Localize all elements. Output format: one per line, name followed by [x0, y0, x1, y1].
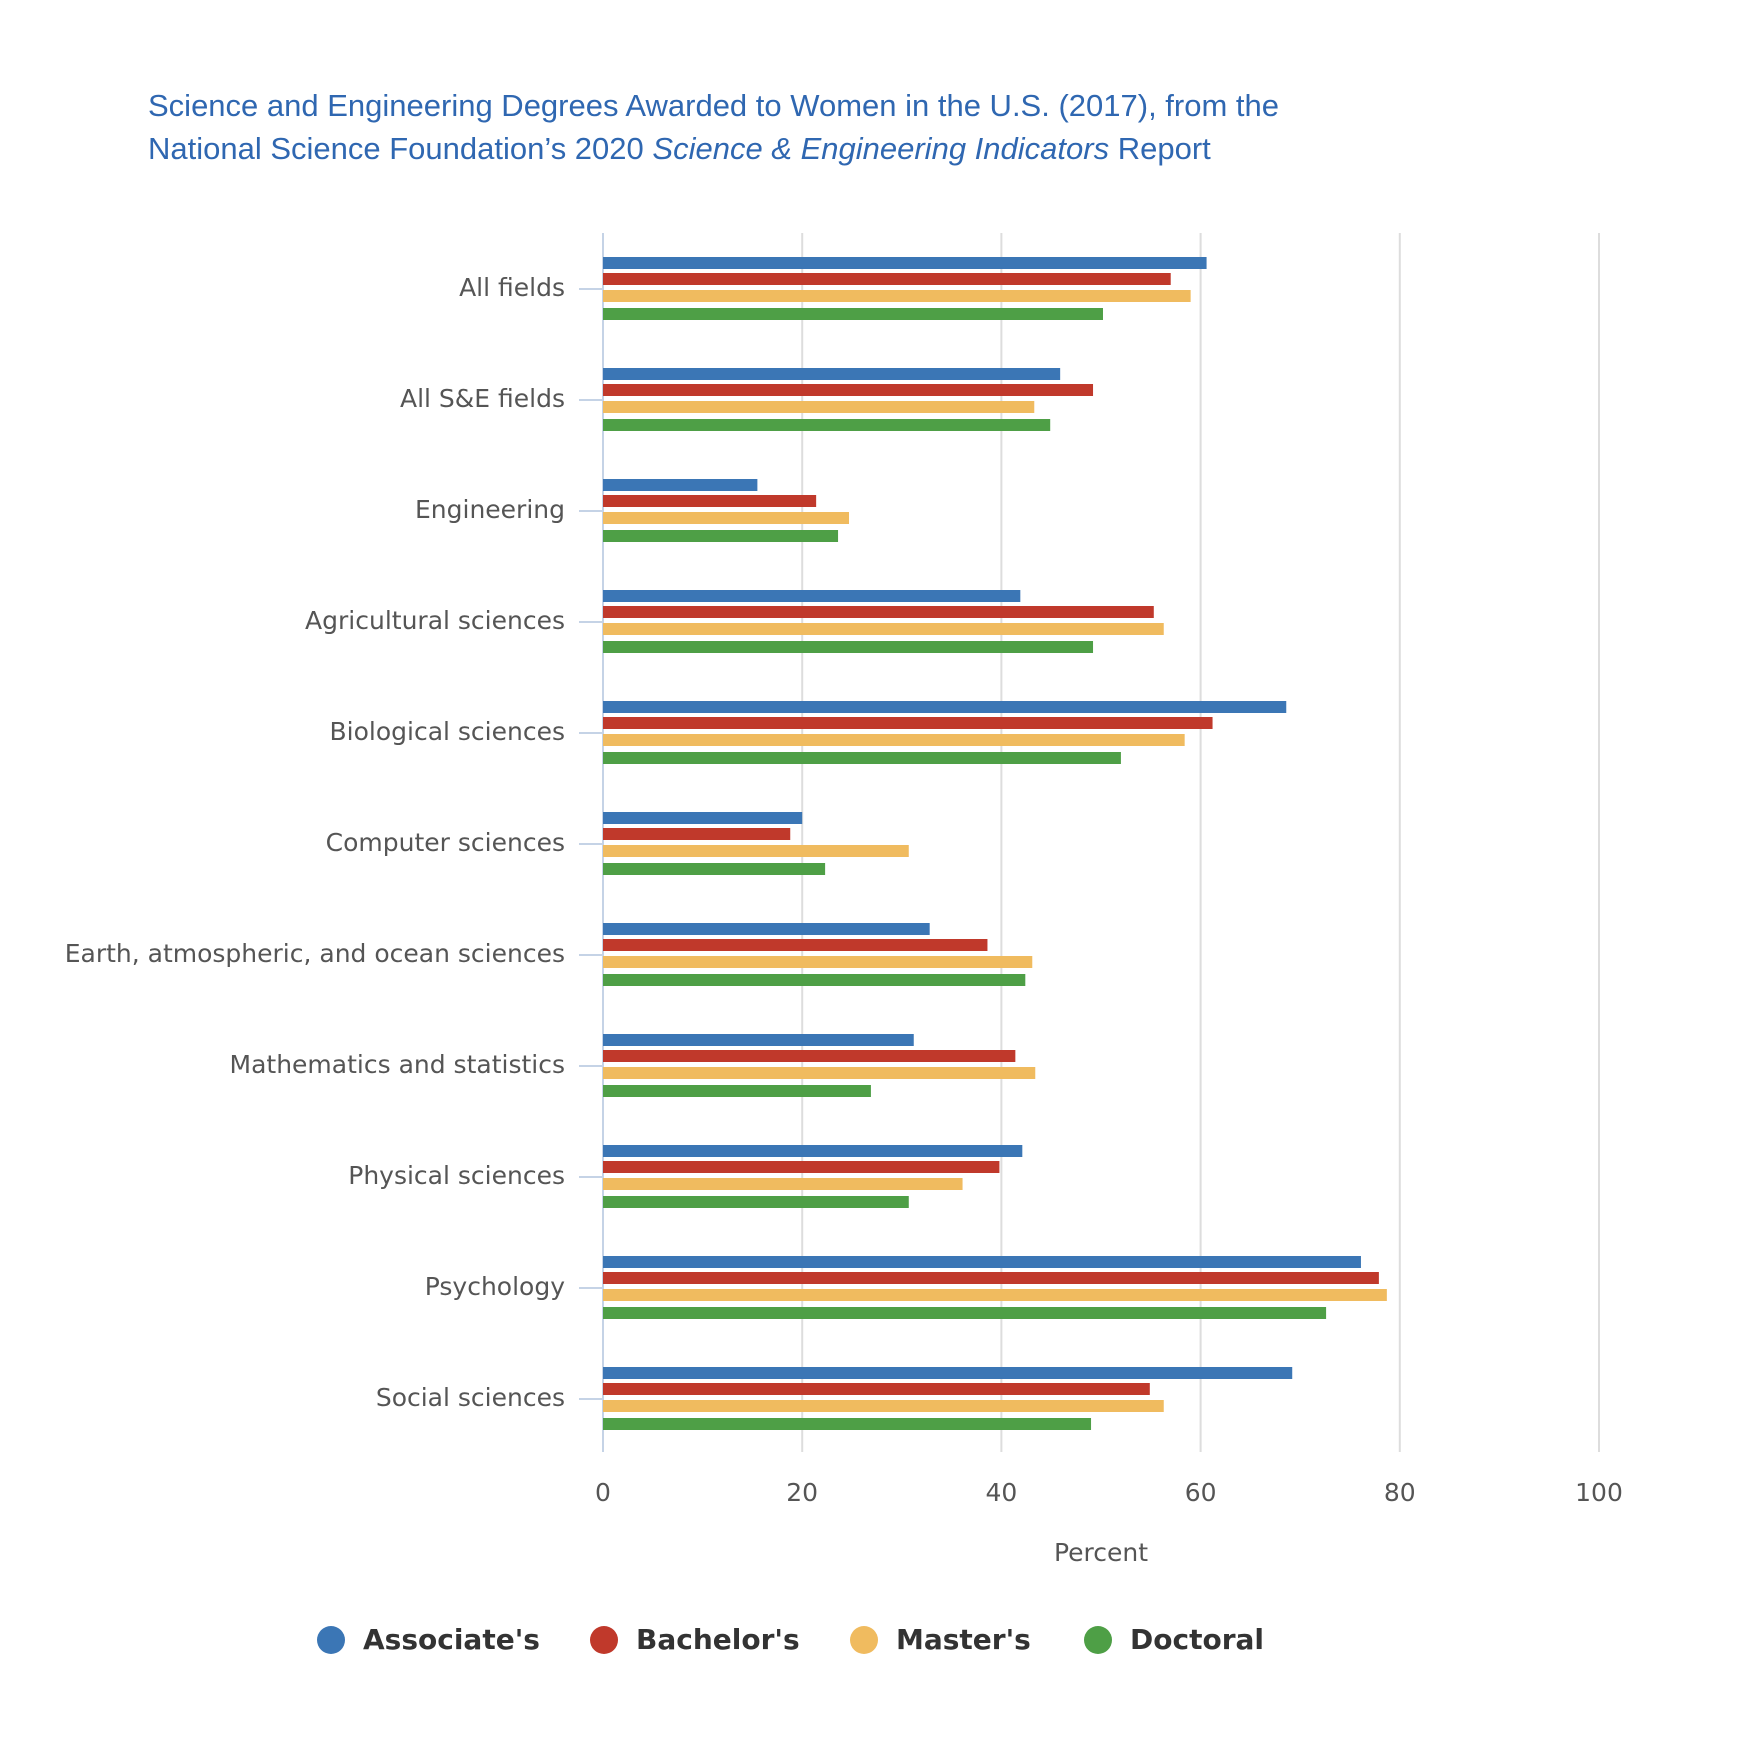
y-tick-label: Earth, atmospheric, and ocean sciences	[65, 939, 565, 968]
title-italic: Science & Engineering Indicators	[652, 131, 1110, 166]
bar	[603, 1050, 1016, 1062]
title-line: National Science Foundation’s 2020 Scien…	[148, 127, 1279, 170]
x-tick-label: 40	[985, 1478, 1017, 1507]
title-line: Science and Engineering Degrees Awarded …	[148, 88, 1280, 123]
x-tick-label: 60	[1185, 1478, 1217, 1507]
legend-swatch	[590, 1626, 618, 1654]
bar	[603, 956, 1033, 968]
bar	[603, 1196, 909, 1208]
y-tick-label: Social sciences	[376, 1383, 565, 1412]
y-tick-label: All S&E fields	[400, 384, 565, 413]
bar	[603, 845, 909, 857]
bar	[603, 401, 1035, 413]
bar	[603, 1418, 1092, 1430]
bar	[603, 512, 850, 524]
bar	[603, 1289, 1387, 1301]
bar	[603, 257, 1207, 269]
legend-label: Bachelor's	[636, 1623, 800, 1656]
bar	[603, 530, 839, 542]
bar	[603, 1383, 1150, 1395]
bar	[603, 606, 1154, 618]
bar	[603, 1161, 1000, 1173]
bar	[603, 641, 1094, 653]
bar	[603, 1085, 871, 1097]
bar	[603, 939, 988, 951]
legend-swatch	[850, 1626, 878, 1654]
bar	[603, 495, 817, 507]
bar	[603, 308, 1103, 320]
y-tick-label: Engineering	[415, 495, 565, 524]
y-tick-label: Mathematics and statistics	[230, 1050, 565, 1079]
bar	[603, 479, 758, 491]
bar	[603, 1034, 914, 1046]
y-tick-label: Biological sciences	[330, 717, 566, 746]
x-axis-title: Percent	[1054, 1538, 1148, 1567]
x-tick-label: 80	[1384, 1478, 1416, 1507]
title-part: National Science Foundation’s 2020	[148, 131, 644, 166]
bar	[603, 419, 1051, 431]
legend-label: Doctoral	[1130, 1623, 1264, 1656]
bar	[603, 623, 1164, 635]
bar	[603, 812, 803, 824]
bar	[603, 590, 1021, 602]
bar	[603, 1067, 1036, 1079]
y-tick-label: Agricultural sciences	[305, 606, 565, 635]
bar	[603, 1272, 1379, 1284]
bar	[603, 273, 1171, 285]
legend-label: Master's	[896, 1623, 1031, 1656]
y-tick-label: Physical sciences	[348, 1161, 565, 1190]
x-tick-label: 100	[1575, 1478, 1623, 1507]
x-tick-label: 0	[595, 1478, 611, 1507]
legend-swatch	[317, 1626, 345, 1654]
bar	[603, 384, 1094, 396]
bar	[603, 701, 1287, 713]
bar	[603, 717, 1213, 729]
bar	[603, 752, 1121, 764]
bar	[603, 1307, 1327, 1319]
bar	[603, 1145, 1023, 1157]
y-tick-label: Computer sciences	[326, 828, 565, 857]
bar	[603, 290, 1191, 302]
bar	[603, 974, 1026, 986]
chart-title: Science and Engineering Degrees Awarded …	[148, 84, 1279, 170]
bar	[603, 1400, 1164, 1412]
y-tick-label: Psychology	[425, 1272, 565, 1301]
legend-label: Associate's	[363, 1623, 540, 1656]
bar	[603, 1367, 1293, 1379]
bar	[603, 368, 1061, 380]
bar	[603, 923, 930, 935]
bar	[603, 828, 791, 840]
y-tick-label: All fields	[459, 273, 565, 302]
bar	[603, 863, 826, 875]
legend-swatch	[1084, 1626, 1112, 1654]
title-part: Report	[1117, 131, 1211, 166]
bar	[603, 734, 1185, 746]
bar	[603, 1178, 963, 1190]
x-tick-label: 20	[786, 1478, 818, 1507]
bar	[603, 1256, 1361, 1268]
